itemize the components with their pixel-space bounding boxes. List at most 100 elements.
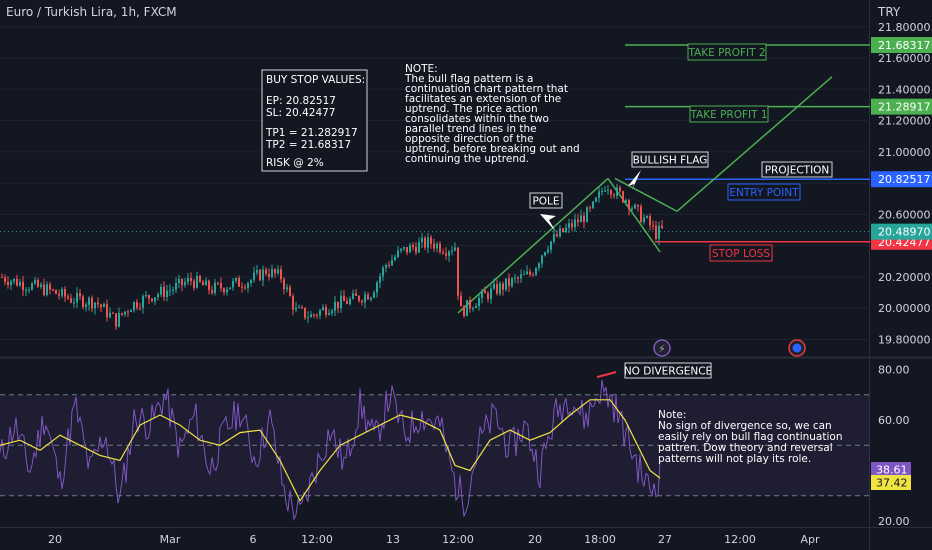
oscillator-value-tag: 38.61 xyxy=(876,463,908,476)
lightning-event-icon[interactable]: ⚡ xyxy=(653,339,671,357)
take-profit-2-price-tag: 21.68317 xyxy=(878,39,931,52)
candle-body xyxy=(115,313,117,327)
note-line: uptrend. The price action xyxy=(405,103,538,115)
candle-body xyxy=(526,271,528,275)
price-tick-label: 19.80000 xyxy=(878,333,931,346)
candle-body xyxy=(130,310,132,313)
price-tick-label: 21.20000 xyxy=(878,115,931,128)
candle-body xyxy=(652,225,654,227)
oscillator-value-tag-bg xyxy=(871,475,911,491)
buy-stop-ep: EP: 20.82517 xyxy=(266,95,336,107)
oscillator-value-tag-bg xyxy=(871,461,911,477)
buy-stop-box[interactable]: BUY STOP VALUES: EP: 20.82517 SL: 20.424… xyxy=(261,69,368,172)
time-tick-label: 12:00 xyxy=(301,533,333,546)
candle-body xyxy=(160,286,162,295)
candle-body xyxy=(487,293,489,300)
candle-body xyxy=(148,295,150,299)
note-line: NOTE: xyxy=(405,63,438,75)
take-profit-1-label-frame xyxy=(689,105,769,123)
oscillator-tick-label: 20.00 xyxy=(878,515,910,528)
candle-body xyxy=(40,284,42,287)
candle-body xyxy=(58,293,60,296)
svg-text:⚡: ⚡ xyxy=(658,343,666,356)
candle-body xyxy=(415,246,417,253)
take-profit-1-label: TAKE PROFIT 1 xyxy=(689,109,767,121)
candle-body xyxy=(214,282,216,293)
price-tick-label: 21.60000 xyxy=(878,52,931,65)
bull-flag-note[interactable]: NOTE: The bull flag pattern is a continu… xyxy=(404,63,580,165)
candle-body xyxy=(280,269,282,280)
candle-body xyxy=(13,278,15,282)
divergence-note[interactable]: Note: No sign of divergence so, we can e… xyxy=(658,409,842,465)
candle-body xyxy=(547,249,549,253)
economic-event-icon[interactable] xyxy=(788,339,806,357)
osc-note-line: No sign of divergence so, we can xyxy=(658,420,832,432)
note-line: facilitates an extension of the xyxy=(405,93,561,105)
candle-body xyxy=(127,311,129,313)
buy-stop-tp2: TP2 = 21.68317 xyxy=(265,139,351,151)
candle-body xyxy=(364,294,366,303)
oscillator-bands xyxy=(0,394,870,497)
candle-body xyxy=(256,270,258,273)
candle-body xyxy=(61,289,63,296)
candle-body xyxy=(76,292,78,303)
no-divergence-label: NO DIVERGENCE xyxy=(624,366,712,378)
candle-body xyxy=(145,295,147,297)
candle-body xyxy=(502,283,504,290)
candle-body xyxy=(433,243,435,249)
candle-body xyxy=(445,253,447,256)
candle-body xyxy=(166,290,168,297)
candle-body xyxy=(520,274,522,279)
candle-body xyxy=(577,219,579,223)
note-line: consolidates within the two xyxy=(405,113,549,125)
candle-body xyxy=(361,300,363,303)
candle-body xyxy=(151,298,153,302)
candle-body xyxy=(307,317,309,319)
candle-body xyxy=(484,290,486,294)
candle-body xyxy=(496,283,498,294)
candle-body xyxy=(337,301,339,309)
symbol-title[interactable]: Euro / Turkish Lira, 1h, FXCM xyxy=(6,5,177,19)
candle-body xyxy=(34,279,36,284)
stop-loss-label: STOP LOSS xyxy=(712,248,770,260)
candle-body xyxy=(571,223,573,228)
candle-body xyxy=(619,187,621,192)
candle-body xyxy=(274,269,276,274)
candle-body xyxy=(298,307,300,309)
time-axis[interactable]: 20 Mar 6 12:00 13 12:00 20 18:00 27 12:00 Apr xyxy=(48,533,820,546)
oscillator-value-tag: 37.42 xyxy=(876,477,908,490)
candle-body xyxy=(661,225,663,228)
bullish-flag-label: BULLISH FLAG xyxy=(633,155,708,167)
time-tick-label: Apr xyxy=(800,533,820,546)
candle-body xyxy=(436,243,438,249)
candle-body xyxy=(28,289,30,291)
candle-body xyxy=(82,296,84,308)
candle-body xyxy=(112,312,114,314)
price-axis[interactable]: 21.80000 21.60000 21.40000 21.20000 21.00000… xyxy=(871,21,932,347)
candle-body xyxy=(139,307,141,309)
candle-body xyxy=(31,283,33,290)
candle-body xyxy=(292,296,294,310)
candle-body xyxy=(88,297,90,305)
entry-point-price-tag-bg xyxy=(871,171,932,188)
take-profit-2-label-frame xyxy=(687,43,767,61)
candle-body xyxy=(85,304,87,308)
candle-body xyxy=(604,190,606,192)
bullish-flag-label-frame xyxy=(631,151,709,168)
candle-body xyxy=(508,278,510,286)
candle-body xyxy=(451,250,453,252)
candle-body xyxy=(331,310,333,314)
time-tick-label: 18:00 xyxy=(584,533,616,546)
time-tick-label: 20 xyxy=(528,533,542,546)
candle-body xyxy=(625,200,627,203)
candle-body xyxy=(610,190,612,195)
candle-body xyxy=(466,300,468,317)
candle-body xyxy=(637,204,639,207)
candle-body xyxy=(1,276,3,278)
candle-body xyxy=(265,269,267,274)
take-profit-2-label: TAKE PROFIT 2 xyxy=(687,47,765,59)
time-tick-label: 12:00 xyxy=(724,533,756,546)
flag-upper-trendline xyxy=(614,177,678,212)
